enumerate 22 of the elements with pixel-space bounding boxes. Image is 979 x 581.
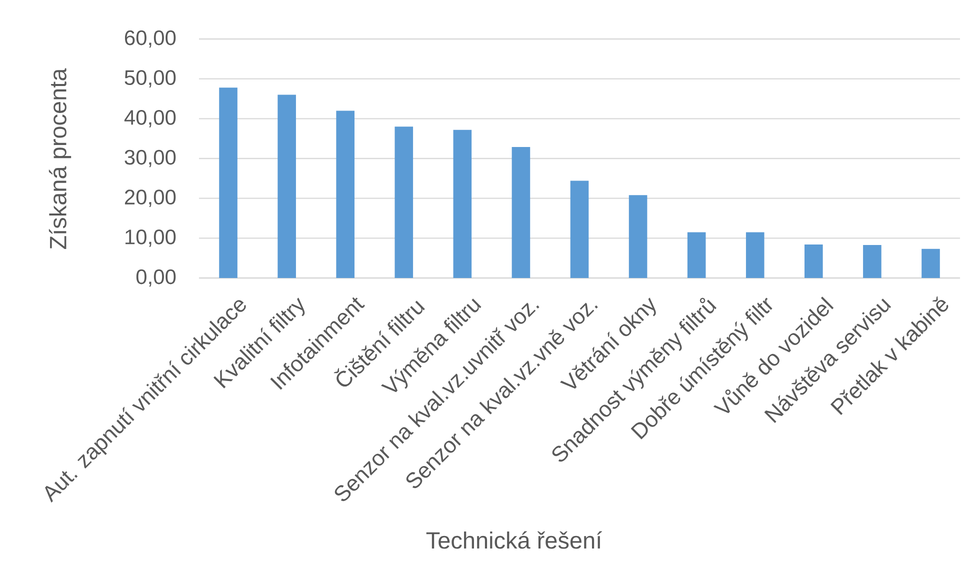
bar <box>219 88 238 278</box>
y-axis-title: Získaná procenta <box>48 68 72 250</box>
y-tick-label: 50,00 <box>124 70 176 88</box>
bar <box>394 126 414 278</box>
bar <box>570 180 589 278</box>
bar <box>687 232 706 278</box>
bar <box>628 195 648 278</box>
y-tick-label: 40,00 <box>124 110 176 128</box>
y-tick-label: 10,00 <box>126 229 176 247</box>
y-tick-label: 30,00 <box>124 150 176 168</box>
bar <box>278 94 296 278</box>
bar <box>336 110 354 278</box>
bar <box>863 244 882 278</box>
x-axis-title: Technická řešení <box>426 531 602 549</box>
bar <box>804 244 823 278</box>
y-tick-label: 60,00 <box>124 30 176 48</box>
y-tick-label: 0,00 <box>136 269 176 287</box>
bar <box>512 146 530 278</box>
bar <box>746 232 764 278</box>
bar <box>453 130 472 278</box>
bar <box>922 248 940 278</box>
y-tick-label: 20,00 <box>124 190 176 207</box>
